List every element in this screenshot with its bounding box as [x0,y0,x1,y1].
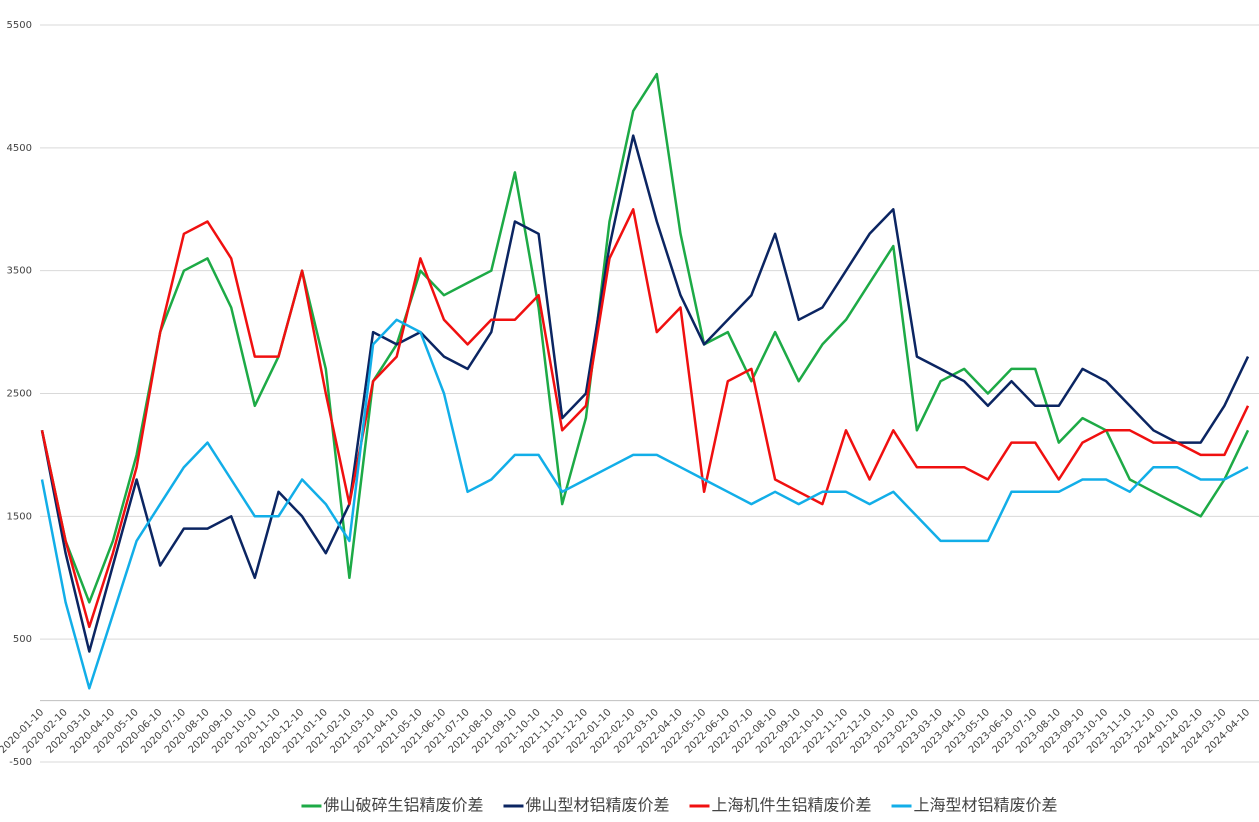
y-tick-label: 3500 [7,266,32,277]
y-tick-label: 1500 [7,511,32,522]
y-tick-label: -500 [9,757,32,768]
y-tick-label: 4500 [7,143,32,154]
series-line [40,208,1250,629]
series-line [40,134,1250,653]
y-tick-label: 500 [13,634,32,645]
legend-label: 佛山破碎生铝精废价差 [323,796,483,815]
series-line [40,318,1249,690]
legend: 佛山破碎生铝精废价差 佛山型材铝精废价差 上海机件生铝精废价差 上海型材铝精废价差 [301,796,1058,815]
legend-label: 上海型材铝精废价差 [914,796,1058,815]
legend-label: 上海机件生铝精废价差 [712,796,872,815]
y-tick-label: 2500 [7,389,32,400]
legend-label: 佛山型材铝精废价差 [525,796,669,815]
y-tick-label: 5500 [7,20,32,31]
series-line [40,72,1250,604]
